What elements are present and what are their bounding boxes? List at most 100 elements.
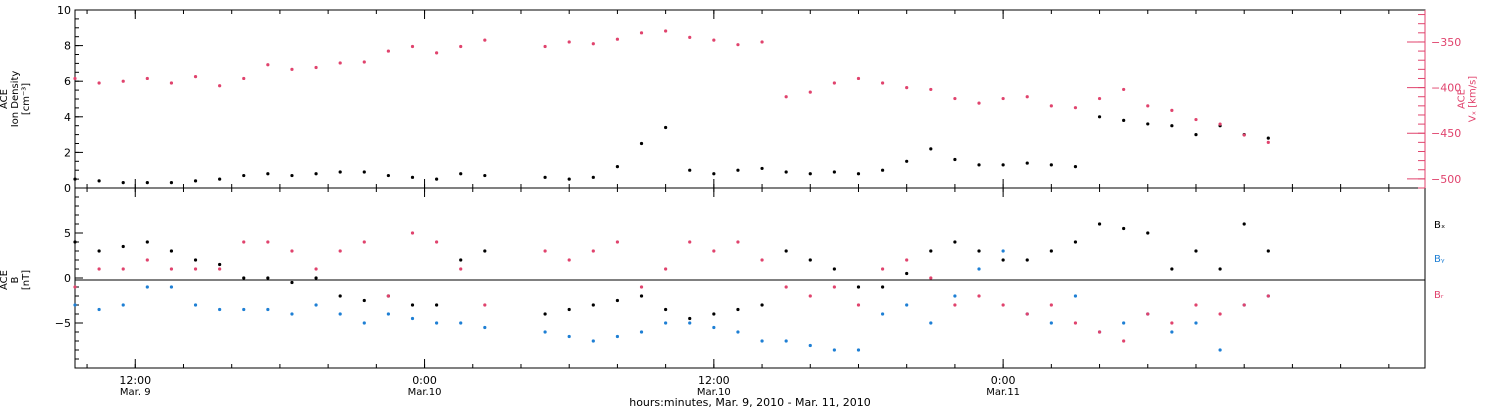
- velocity-tick-label: −350: [1431, 36, 1461, 49]
- data-point-vx: [784, 95, 788, 99]
- data-point-b-: [615, 334, 620, 339]
- data-point-b-: [1194, 249, 1198, 253]
- axis-label-line: ACE: [0, 89, 10, 109]
- data-point-b-: [1218, 348, 1222, 352]
- data-point-b-: [929, 276, 933, 280]
- data-point-vx: [1146, 104, 1150, 108]
- data-point-b-: [1001, 258, 1005, 262]
- data-point-vx: [435, 51, 439, 55]
- date-tick-label: Mar. 9: [120, 387, 151, 398]
- data-point-b-: [459, 258, 463, 262]
- data-point-b-: [712, 249, 716, 253]
- data-point-b-: [1122, 339, 1126, 343]
- data-point-b-: [1025, 258, 1029, 262]
- axis-label-line: [cm⁻³]: [21, 83, 32, 115]
- time-axis-title: hours:minutes, Mar. 9, 2010 - Mar. 11, 2…: [629, 396, 871, 409]
- data-point-b-: [242, 240, 246, 244]
- data-point-vx: [193, 75, 198, 79]
- field-legend: Bₓ Bᵧ Bᵣ: [1434, 220, 1445, 301]
- data-point-b-: [242, 307, 246, 312]
- data-point-vx: [386, 49, 390, 53]
- density-velocity-series: [73, 29, 1270, 185]
- data-point-b-: [977, 267, 981, 271]
- data-point-b-: [169, 285, 174, 289]
- data-point-b-: [242, 276, 246, 280]
- data-point-vx: [760, 40, 764, 44]
- data-point-b-: [435, 240, 439, 244]
- data-point-ion-density: [712, 172, 716, 176]
- data-point-ion-density: [664, 125, 668, 130]
- data-point-b-: [1122, 321, 1126, 325]
- data-point-b-: [314, 276, 318, 280]
- data-point-vx: [1025, 95, 1029, 99]
- data-point-b-: [543, 249, 547, 253]
- density-tick-label: 6: [64, 75, 71, 88]
- data-point-b-: [736, 330, 740, 334]
- data-point-b-: [784, 285, 788, 289]
- time-tick-label: 0:00: [412, 374, 437, 387]
- data-point-vx: [410, 44, 415, 49]
- data-point-b-: [459, 321, 463, 325]
- data-point-ion-density: [1266, 136, 1270, 140]
- data-point-b-: [218, 307, 222, 312]
- data-point-ion-density: [97, 179, 101, 183]
- data-point-ion-density: [73, 177, 77, 181]
- data-point-ion-density: [1001, 163, 1005, 167]
- data-point-ion-density: [218, 177, 222, 181]
- data-point-b-: [736, 240, 740, 244]
- data-point-b-: [266, 307, 270, 312]
- time-tick-label: 12:00: [698, 374, 730, 387]
- data-point-b-: [1146, 231, 1150, 235]
- velocity-tick-label: −500: [1431, 173, 1461, 186]
- data-point-b-: [688, 321, 692, 325]
- data-point-vx: [1049, 104, 1053, 108]
- data-point-vx: [459, 44, 463, 49]
- density-tick-label: 0: [64, 182, 71, 195]
- data-point-b-: [1242, 303, 1246, 307]
- data-point-b-: [615, 240, 620, 244]
- date-tick-label: Mar.10: [697, 387, 731, 398]
- data-point-ion-density: [688, 168, 692, 172]
- data-point-b-: [218, 262, 222, 267]
- data-point-b-: [615, 298, 620, 303]
- data-point-b-: [664, 321, 668, 325]
- data-point-vx: [169, 81, 174, 85]
- density-axis-label: ACEIon Density[cm⁻³]: [0, 71, 32, 128]
- data-point-b-: [218, 267, 222, 271]
- data-point-ion-density: [242, 173, 246, 178]
- data-point-vx: [1097, 96, 1102, 101]
- data-point-b-: [1049, 303, 1053, 307]
- field-tick-label: 5: [64, 227, 71, 240]
- data-point-ion-density: [1194, 133, 1198, 137]
- data-point-vx: [242, 76, 246, 81]
- data-point-b-: [808, 343, 812, 348]
- data-point-b-: [880, 267, 885, 271]
- data-point-ion-density: [1097, 115, 1102, 119]
- data-point-b-: [567, 334, 571, 339]
- data-point-b-: [1218, 267, 1222, 271]
- data-point-b-: [1146, 312, 1150, 316]
- data-point-vx: [121, 79, 125, 83]
- time-tick-label: 0:00: [991, 374, 1016, 387]
- data-point-b-: [1001, 249, 1005, 253]
- data-point-b-: [953, 240, 957, 244]
- data-point-vx: [1218, 122, 1222, 126]
- data-point-ion-density: [121, 181, 125, 185]
- data-point-vx: [1194, 117, 1198, 122]
- data-point-b-: [73, 240, 77, 244]
- data-point-b-: [1266, 249, 1270, 253]
- data-point-vx: [1001, 96, 1005, 101]
- data-point-b-: [386, 294, 390, 298]
- data-point-ion-density: [1025, 161, 1029, 165]
- data-point-ion-density: [290, 173, 294, 178]
- data-point-b-: [977, 249, 981, 253]
- data-point-b-: [97, 307, 101, 312]
- data-point-ion-density: [591, 175, 595, 179]
- data-point-b-: [1170, 267, 1174, 271]
- data-point-vx: [832, 81, 836, 85]
- data-point-b-: [386, 312, 390, 316]
- field-axis-label: ACEB[nT]: [0, 270, 32, 290]
- axis-label-line: ACE: [0, 270, 10, 290]
- data-point-b-: [688, 240, 692, 244]
